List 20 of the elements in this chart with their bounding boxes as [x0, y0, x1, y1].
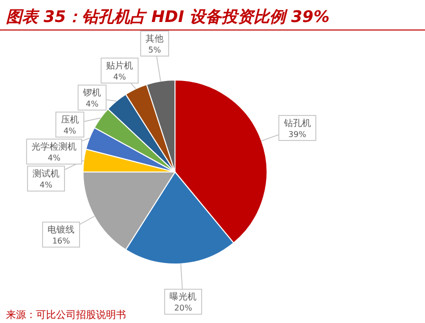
slice-label: 电镀线: [48, 224, 75, 236]
data-label: 4%: [63, 126, 77, 136]
slice-label: 光学检测机: [32, 142, 77, 153]
slice-label: 锣机: [82, 88, 102, 99]
data-label: 4%: [40, 180, 53, 190]
data-label: 39%: [288, 130, 307, 139]
slice-label: 钻孔机: [282, 118, 311, 129]
slice-label: 其他: [146, 34, 164, 45]
data-label: 4%: [113, 72, 126, 82]
source-note: 来源：可比公司招股说明书: [6, 309, 126, 321]
data-label: 16%: [52, 236, 70, 246]
slice-label: 测试机: [32, 168, 60, 180]
data-label: 4%: [48, 154, 61, 163]
slice-label: 压机: [60, 114, 79, 126]
data-label: 4%: [86, 100, 99, 109]
data-label: 5%: [148, 46, 162, 55]
slice-label: 曝光机: [170, 292, 197, 303]
chart-title: 图表 35：钻孔机占 HDI 设备投资比例 39%: [6, 7, 330, 26]
slice-label: 贴片机: [106, 60, 134, 72]
data-label: 20%: [174, 304, 192, 313]
